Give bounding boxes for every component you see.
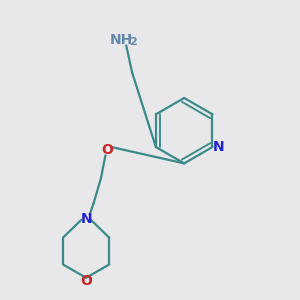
Text: N: N <box>213 140 225 154</box>
Text: O: O <box>101 143 113 157</box>
Text: N: N <box>80 212 92 226</box>
Text: 2: 2 <box>129 38 137 47</box>
Text: O: O <box>80 274 92 288</box>
Text: NH: NH <box>110 33 134 47</box>
